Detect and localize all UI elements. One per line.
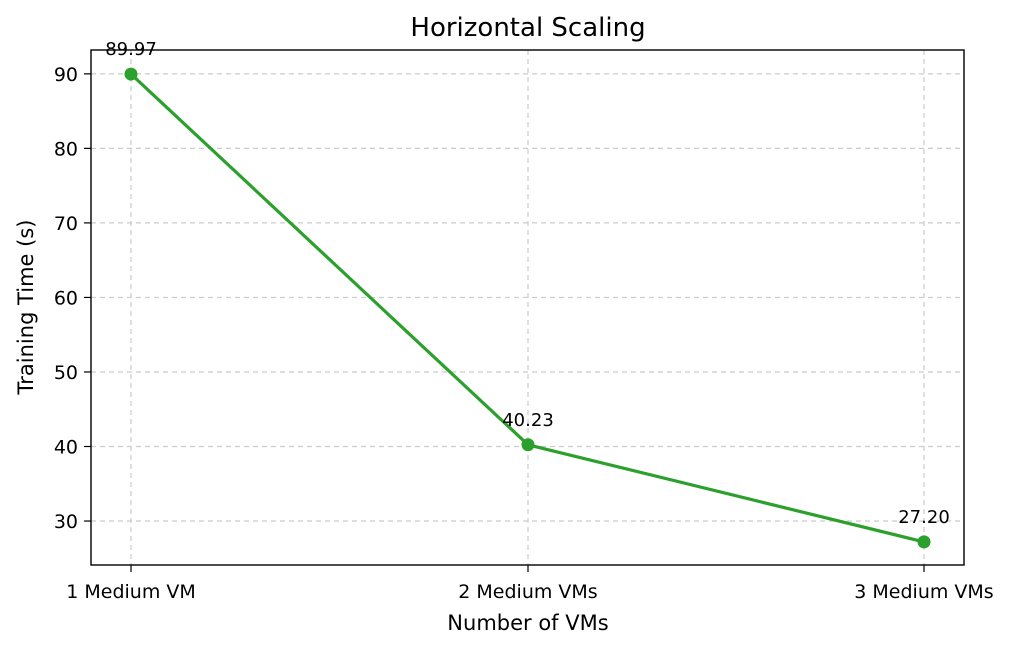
axis-layer: 30 40 50 60 70 80 90 1 Medium VM 2 Medium VMs 3 M… bbox=[54, 64, 994, 603]
data-point-2 bbox=[917, 535, 931, 549]
plot-frame bbox=[90, 49, 965, 566]
chart-title: Horizontal Scaling bbox=[410, 13, 645, 43]
series-layer bbox=[124, 67, 931, 549]
y-tick-label-50: 50 bbox=[54, 362, 78, 384]
x-axis-label: Number of VMs bbox=[447, 611, 608, 635]
data-label-1: 40.23 bbox=[502, 410, 554, 431]
y-tick-label-80: 80 bbox=[54, 138, 78, 160]
y-tick-label-30: 30 bbox=[54, 511, 78, 533]
data-label-2: 27.20 bbox=[898, 507, 950, 528]
x-tick-label-1: 2 Medium VMs bbox=[458, 581, 597, 603]
data-point-0 bbox=[124, 67, 138, 81]
grid-layer bbox=[91, 50, 964, 565]
x-tick-label-0: 1 Medium VM bbox=[66, 581, 196, 603]
y-tick-label-60: 60 bbox=[54, 287, 78, 309]
data-point-1 bbox=[521, 438, 535, 452]
y-axis-label: Training Time (s) bbox=[14, 220, 38, 396]
y-tick-label-40: 40 bbox=[54, 436, 78, 458]
x-tick-label-2: 3 Medium VMs bbox=[854, 581, 993, 603]
y-tick-label-70: 70 bbox=[54, 213, 78, 235]
y-tick-label-90: 90 bbox=[54, 64, 78, 86]
